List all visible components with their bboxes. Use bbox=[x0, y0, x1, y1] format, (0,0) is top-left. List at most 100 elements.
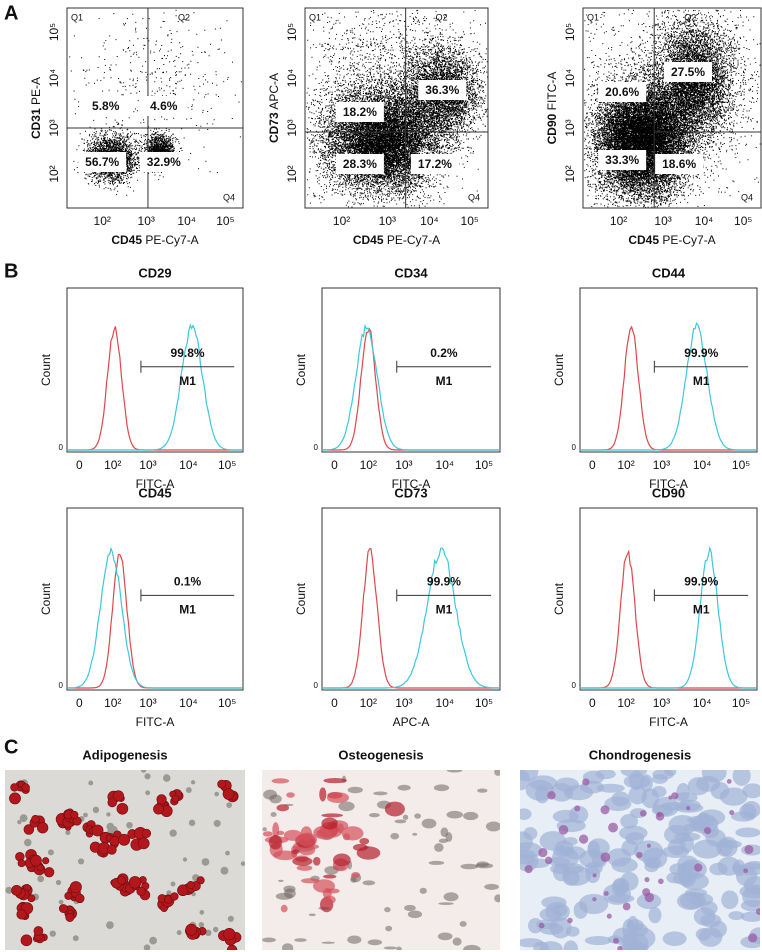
matrix-stain bbox=[671, 792, 679, 800]
cell bbox=[674, 832, 701, 842]
cell bbox=[176, 930, 182, 936]
deposit bbox=[460, 863, 479, 870]
calcium-stain bbox=[321, 813, 344, 818]
y-axis-label: CD90 FITC-A bbox=[545, 72, 559, 145]
deposit bbox=[347, 935, 362, 944]
cell bbox=[735, 866, 758, 887]
deposit bbox=[459, 921, 467, 927]
lipid-droplet bbox=[117, 875, 126, 885]
y-tick-label: 10⁵ bbox=[563, 23, 577, 41]
calcium-stain bbox=[280, 904, 288, 913]
y-tick-label: 10⁴ bbox=[563, 69, 577, 88]
cell bbox=[220, 866, 229, 875]
deposit bbox=[263, 789, 278, 800]
lipid-droplet bbox=[186, 881, 195, 890]
matrix-stain bbox=[755, 908, 760, 915]
lipid-droplet bbox=[16, 909, 27, 920]
x-tick-label: 10² bbox=[360, 696, 377, 710]
percentage: 33.3% bbox=[605, 153, 639, 167]
x-tick-label: 10⁴ bbox=[693, 458, 712, 472]
marker: CD90 bbox=[545, 113, 559, 144]
calcium-stain bbox=[252, 802, 260, 810]
quadrant-label: Q1 bbox=[71, 12, 83, 22]
histogram-title: CD29 bbox=[138, 265, 171, 280]
cell bbox=[205, 929, 212, 937]
gate-percentage: 0.2% bbox=[430, 346, 458, 360]
cell bbox=[17, 819, 22, 825]
label-box bbox=[418, 80, 467, 100]
matrix-stain bbox=[567, 917, 573, 924]
y-tick-label: 10² bbox=[285, 165, 299, 182]
cell bbox=[549, 917, 572, 939]
lipid-droplet bbox=[118, 833, 131, 846]
label-box bbox=[81, 96, 130, 116]
event-dots bbox=[584, 9, 761, 209]
cell bbox=[226, 802, 233, 808]
cell bbox=[58, 899, 64, 905]
micrograph bbox=[5, 770, 245, 950]
matrix-stain bbox=[704, 827, 712, 835]
cell bbox=[687, 777, 710, 796]
calcium-stain bbox=[359, 837, 370, 845]
cell bbox=[728, 911, 745, 921]
histogram-title: CD45 bbox=[138, 485, 171, 500]
calcium-stain bbox=[326, 792, 350, 804]
deposit bbox=[494, 894, 500, 903]
cell bbox=[144, 773, 151, 780]
gate-percentage: 99.8% bbox=[171, 346, 205, 360]
lipid-droplet bbox=[116, 802, 129, 815]
cell bbox=[5, 886, 13, 894]
x-tick-label: 10⁵ bbox=[732, 696, 750, 710]
cell bbox=[55, 879, 62, 886]
cell bbox=[721, 890, 739, 910]
cell bbox=[106, 812, 111, 817]
cell bbox=[188, 819, 196, 827]
x-tick-label: 10² bbox=[104, 458, 121, 472]
cell bbox=[648, 907, 662, 924]
cell bbox=[19, 814, 28, 823]
cell bbox=[662, 845, 690, 858]
calcium-stain bbox=[384, 801, 405, 817]
matrix-stain bbox=[646, 843, 651, 848]
y-axis-label: CD31 PE-A bbox=[29, 77, 43, 139]
histogram-curve bbox=[580, 325, 757, 451]
y-axis-label: Count bbox=[39, 582, 53, 615]
y-tick-label: 10³ bbox=[47, 119, 61, 136]
cell bbox=[628, 785, 647, 805]
calcium-stain bbox=[298, 832, 318, 847]
lipid-droplet bbox=[42, 857, 50, 865]
histogram-title: CD73 bbox=[394, 485, 427, 500]
calcium-stain bbox=[291, 849, 300, 855]
cell bbox=[523, 827, 538, 841]
percentage: 17.2% bbox=[418, 157, 452, 171]
cell bbox=[709, 862, 728, 876]
matrix-stain bbox=[582, 778, 590, 786]
matrix-stain bbox=[622, 902, 631, 911]
lipid-droplet bbox=[37, 822, 49, 834]
plot-frame bbox=[579, 507, 758, 691]
x-tick-label: 10⁴ bbox=[420, 214, 439, 228]
x-tick-label: 10² bbox=[610, 214, 627, 228]
matrix-stain bbox=[538, 848, 548, 858]
calcium-stain bbox=[341, 826, 364, 841]
x-tick-label: 10² bbox=[104, 696, 121, 710]
matrix-stain bbox=[617, 945, 623, 950]
lipid-droplet bbox=[44, 867, 55, 878]
label-box bbox=[335, 102, 384, 122]
lipid-droplet bbox=[170, 892, 179, 901]
lipid-droplet bbox=[141, 828, 152, 838]
lipid-droplet bbox=[64, 891, 73, 900]
quadrant-label: Q1 bbox=[309, 12, 321, 22]
y-axis-label: Count bbox=[552, 582, 566, 615]
deposit bbox=[396, 946, 402, 950]
deposit bbox=[321, 941, 336, 944]
x-axis-label: CD45 PE-Cy7-A bbox=[353, 233, 440, 247]
plot-frame bbox=[321, 287, 501, 453]
label-box bbox=[664, 62, 713, 82]
deposit bbox=[402, 814, 409, 820]
x-tick-label: 0 bbox=[331, 458, 338, 472]
x-tick-label: 10⁵ bbox=[218, 696, 236, 710]
marker: CD45 bbox=[111, 233, 142, 247]
x-tick-label: 10⁴ bbox=[693, 696, 712, 710]
lipid-droplet bbox=[136, 886, 146, 897]
